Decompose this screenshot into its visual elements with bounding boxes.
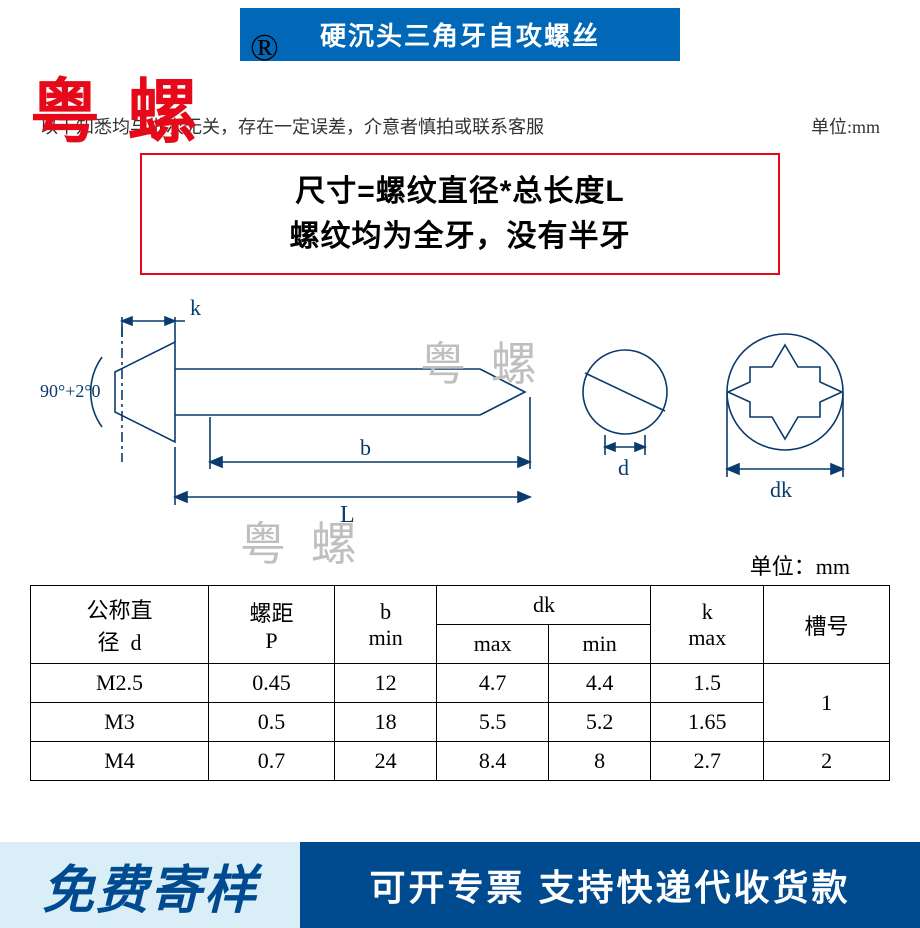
th-slot: 槽号 [764, 586, 890, 664]
screw-diagram: k 90°+2°0 b L d dk [40, 297, 880, 527]
table-row: M30.518 5.55.21.65 [31, 703, 890, 742]
table-row: M40.724 8.482.7 2 [31, 742, 890, 781]
th-b: bmin [334, 586, 437, 664]
size-formula-box: 尺寸=螺纹直径*总长度L 螺纹均为全牙，没有半牙 [140, 153, 780, 275]
angle-label: 90°+2°0 [40, 381, 101, 401]
b-label: b [360, 435, 371, 460]
th-dk-min: min [548, 625, 651, 664]
th-dk-max: max [437, 625, 548, 664]
brand-watermark: 粤 螺 [30, 56, 201, 157]
k-label: k [190, 297, 201, 320]
size-formula-line2: 螺纹均为全牙，没有半牙 [166, 214, 754, 259]
page-title: 硬沉头三角牙自攻螺丝 [240, 8, 680, 61]
dk-label: dk [770, 477, 792, 502]
footer-banner: 免费寄样 可开专票 支持快递代收货款 [0, 842, 920, 928]
L-label: L [340, 502, 355, 527]
footer-right: 可开专票 支持快递代收货款 [300, 842, 920, 928]
th-k: kmax [651, 586, 764, 664]
spec-table: 公称直径 d 螺距P bmin dk kmax 槽号 max min M2.50… [30, 585, 890, 781]
th-d: 公称直径 d [31, 586, 209, 664]
th-p: 螺距P [209, 586, 335, 664]
unit-note: 单位:mm [811, 113, 880, 139]
table-unit-label: 单位：mm [0, 527, 920, 585]
d-label: d [618, 455, 629, 480]
size-formula-line1: 尺寸=螺纹直径*总长度L [166, 169, 754, 214]
registered-mark: ® [250, 26, 279, 70]
footer-left: 免费寄样 [0, 842, 300, 928]
table-row: M2.50.4512 4.74.41.5 1 [31, 664, 890, 703]
th-dk: dk [437, 586, 651, 625]
